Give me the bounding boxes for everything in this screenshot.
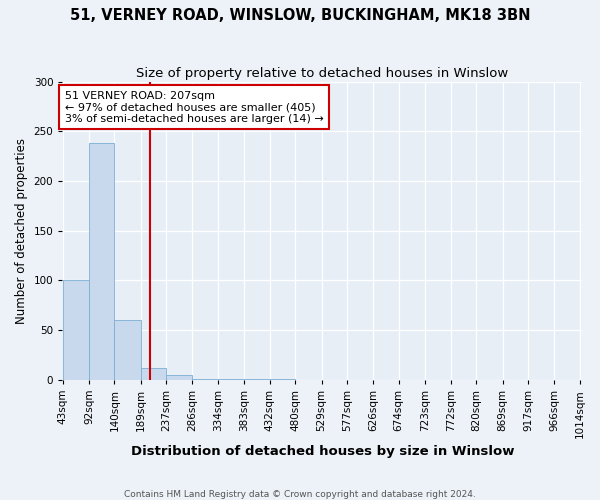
Text: Contains HM Land Registry data © Crown copyright and database right 2024.: Contains HM Land Registry data © Crown c… <box>124 490 476 499</box>
Bar <box>244 379 270 380</box>
Text: 51 VERNEY ROAD: 207sqm
← 97% of detached houses are smaller (405)
3% of semi-det: 51 VERNEY ROAD: 207sqm ← 97% of detached… <box>65 90 324 124</box>
Bar <box>166 375 192 380</box>
Title: Size of property relative to detached houses in Winslow: Size of property relative to detached ho… <box>136 68 508 80</box>
Text: 51, VERNEY ROAD, WINSLOW, BUCKINGHAM, MK18 3BN: 51, VERNEY ROAD, WINSLOW, BUCKINGHAM, MK… <box>70 8 530 22</box>
Bar <box>140 368 166 380</box>
Bar <box>218 379 244 380</box>
Bar <box>192 379 218 380</box>
Bar <box>89 144 115 380</box>
Bar <box>270 379 295 380</box>
Bar <box>115 320 140 380</box>
Y-axis label: Number of detached properties: Number of detached properties <box>15 138 28 324</box>
X-axis label: Distribution of detached houses by size in Winslow: Distribution of detached houses by size … <box>131 444 514 458</box>
Bar <box>63 280 89 380</box>
